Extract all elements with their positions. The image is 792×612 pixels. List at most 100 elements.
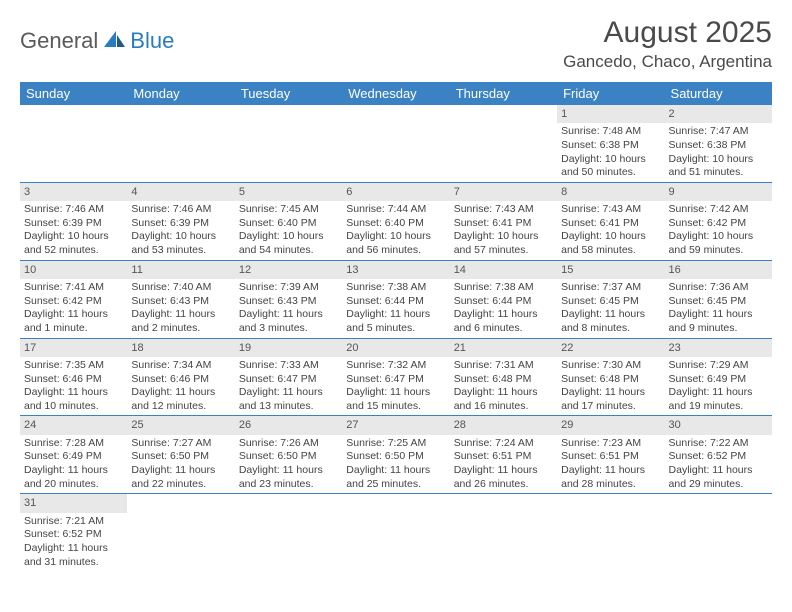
- day-number: 7: [450, 183, 557, 201]
- day-header: Wednesday: [342, 82, 449, 105]
- day-content: Sunrise: 7:48 AMSunset: 6:38 PMDaylight:…: [557, 123, 664, 182]
- calendar-cell: 15Sunrise: 7:37 AMSunset: 6:45 PMDayligh…: [557, 260, 664, 338]
- day-content: Sunrise: 7:31 AMSunset: 6:48 PMDaylight:…: [450, 357, 557, 416]
- day-number: 6: [342, 183, 449, 201]
- day-number: 1: [557, 105, 664, 123]
- day-number: 13: [342, 261, 449, 279]
- calendar-cell: 12Sunrise: 7:39 AMSunset: 6:43 PMDayligh…: [235, 260, 342, 338]
- day-number: 15: [557, 261, 664, 279]
- calendar-cell: 31Sunrise: 7:21 AMSunset: 6:52 PMDayligh…: [20, 494, 127, 571]
- day-number: 5: [235, 183, 342, 201]
- calendar-cell: [557, 494, 664, 571]
- calendar-cell: 13Sunrise: 7:38 AMSunset: 6:44 PMDayligh…: [342, 260, 449, 338]
- calendar-cell: [235, 105, 342, 182]
- calendar-cell: 30Sunrise: 7:22 AMSunset: 6:52 PMDayligh…: [665, 416, 772, 494]
- day-content: Sunrise: 7:46 AMSunset: 6:39 PMDaylight:…: [127, 201, 234, 260]
- day-content: Sunrise: 7:21 AMSunset: 6:52 PMDaylight:…: [20, 513, 127, 572]
- day-content: Sunrise: 7:38 AMSunset: 6:44 PMDaylight:…: [450, 279, 557, 338]
- day-content: Sunrise: 7:35 AMSunset: 6:46 PMDaylight:…: [20, 357, 127, 416]
- day-content: Sunrise: 7:33 AMSunset: 6:47 PMDaylight:…: [235, 357, 342, 416]
- day-content: Sunrise: 7:32 AMSunset: 6:47 PMDaylight:…: [342, 357, 449, 416]
- day-number: 18: [127, 339, 234, 357]
- calendar-cell: 2Sunrise: 7:47 AMSunset: 6:38 PMDaylight…: [665, 105, 772, 182]
- calendar-cell: 7Sunrise: 7:43 AMSunset: 6:41 PMDaylight…: [450, 182, 557, 260]
- calendar-cell: [450, 105, 557, 182]
- logo-text-general: General: [20, 28, 98, 54]
- calendar-cell: 17Sunrise: 7:35 AMSunset: 6:46 PMDayligh…: [20, 338, 127, 416]
- day-content: Sunrise: 7:34 AMSunset: 6:46 PMDaylight:…: [127, 357, 234, 416]
- day-content: Sunrise: 7:29 AMSunset: 6:49 PMDaylight:…: [665, 357, 772, 416]
- day-content: Sunrise: 7:25 AMSunset: 6:50 PMDaylight:…: [342, 435, 449, 494]
- day-header: Monday: [127, 82, 234, 105]
- day-header: Saturday: [665, 82, 772, 105]
- month-title: August 2025: [563, 16, 772, 50]
- day-number: 11: [127, 261, 234, 279]
- calendar-cell: 16Sunrise: 7:36 AMSunset: 6:45 PMDayligh…: [665, 260, 772, 338]
- day-number: 22: [557, 339, 664, 357]
- day-content: Sunrise: 7:44 AMSunset: 6:40 PMDaylight:…: [342, 201, 449, 260]
- day-number: 23: [665, 339, 772, 357]
- calendar-cell: 6Sunrise: 7:44 AMSunset: 6:40 PMDaylight…: [342, 182, 449, 260]
- day-content: Sunrise: 7:46 AMSunset: 6:39 PMDaylight:…: [20, 201, 127, 260]
- day-number: 2: [665, 105, 772, 123]
- day-number: 16: [665, 261, 772, 279]
- sail-icon: [102, 29, 128, 54]
- day-number: 29: [557, 416, 664, 434]
- location: Gancedo, Chaco, Argentina: [563, 52, 772, 72]
- day-content: Sunrise: 7:40 AMSunset: 6:43 PMDaylight:…: [127, 279, 234, 338]
- calendar-cell: [450, 494, 557, 571]
- day-number: 10: [20, 261, 127, 279]
- day-number: 14: [450, 261, 557, 279]
- calendar-cell: 11Sunrise: 7:40 AMSunset: 6:43 PMDayligh…: [127, 260, 234, 338]
- calendar-cell: 10Sunrise: 7:41 AMSunset: 6:42 PMDayligh…: [20, 260, 127, 338]
- day-content: Sunrise: 7:26 AMSunset: 6:50 PMDaylight:…: [235, 435, 342, 494]
- day-content: Sunrise: 7:43 AMSunset: 6:41 PMDaylight:…: [450, 201, 557, 260]
- day-number: 20: [342, 339, 449, 357]
- day-number: 21: [450, 339, 557, 357]
- day-header: Tuesday: [235, 82, 342, 105]
- day-number: 30: [665, 416, 772, 434]
- calendar-cell: [127, 494, 234, 571]
- calendar-cell: 4Sunrise: 7:46 AMSunset: 6:39 PMDaylight…: [127, 182, 234, 260]
- logo: General Blue: [20, 28, 174, 54]
- calendar-cell: 9Sunrise: 7:42 AMSunset: 6:42 PMDaylight…: [665, 182, 772, 260]
- calendar-cell: 21Sunrise: 7:31 AMSunset: 6:48 PMDayligh…: [450, 338, 557, 416]
- calendar-cell: 24Sunrise: 7:28 AMSunset: 6:49 PMDayligh…: [20, 416, 127, 494]
- day-header: Friday: [557, 82, 664, 105]
- day-content: Sunrise: 7:39 AMSunset: 6:43 PMDaylight:…: [235, 279, 342, 338]
- day-number: 9: [665, 183, 772, 201]
- day-content: Sunrise: 7:28 AMSunset: 6:49 PMDaylight:…: [20, 435, 127, 494]
- calendar-table: SundayMondayTuesdayWednesdayThursdayFrid…: [20, 82, 772, 571]
- calendar-cell: [20, 105, 127, 182]
- day-number: 3: [20, 183, 127, 201]
- calendar-cell: 25Sunrise: 7:27 AMSunset: 6:50 PMDayligh…: [127, 416, 234, 494]
- day-content: Sunrise: 7:42 AMSunset: 6:42 PMDaylight:…: [665, 201, 772, 260]
- calendar-head: SundayMondayTuesdayWednesdayThursdayFrid…: [20, 82, 772, 105]
- calendar-cell: [235, 494, 342, 571]
- calendar-cell: 18Sunrise: 7:34 AMSunset: 6:46 PMDayligh…: [127, 338, 234, 416]
- day-number: 26: [235, 416, 342, 434]
- day-content: Sunrise: 7:45 AMSunset: 6:40 PMDaylight:…: [235, 201, 342, 260]
- day-content: Sunrise: 7:41 AMSunset: 6:42 PMDaylight:…: [20, 279, 127, 338]
- calendar-cell: 1Sunrise: 7:48 AMSunset: 6:38 PMDaylight…: [557, 105, 664, 182]
- day-number: 31: [20, 494, 127, 512]
- calendar-cell: 22Sunrise: 7:30 AMSunset: 6:48 PMDayligh…: [557, 338, 664, 416]
- day-number: 24: [20, 416, 127, 434]
- calendar-cell: 20Sunrise: 7:32 AMSunset: 6:47 PMDayligh…: [342, 338, 449, 416]
- day-content: Sunrise: 7:27 AMSunset: 6:50 PMDaylight:…: [127, 435, 234, 494]
- calendar-cell: 14Sunrise: 7:38 AMSunset: 6:44 PMDayligh…: [450, 260, 557, 338]
- day-number: 27: [342, 416, 449, 434]
- day-number: 8: [557, 183, 664, 201]
- day-number: 19: [235, 339, 342, 357]
- day-content: Sunrise: 7:22 AMSunset: 6:52 PMDaylight:…: [665, 435, 772, 494]
- calendar-cell: 3Sunrise: 7:46 AMSunset: 6:39 PMDaylight…: [20, 182, 127, 260]
- day-number: 17: [20, 339, 127, 357]
- day-content: Sunrise: 7:43 AMSunset: 6:41 PMDaylight:…: [557, 201, 664, 260]
- day-content: Sunrise: 7:47 AMSunset: 6:38 PMDaylight:…: [665, 123, 772, 182]
- calendar-cell: 28Sunrise: 7:24 AMSunset: 6:51 PMDayligh…: [450, 416, 557, 494]
- calendar-cell: [127, 105, 234, 182]
- title-block: August 2025 Gancedo, Chaco, Argentina: [563, 16, 772, 72]
- day-number: 28: [450, 416, 557, 434]
- day-number: 25: [127, 416, 234, 434]
- day-content: Sunrise: 7:23 AMSunset: 6:51 PMDaylight:…: [557, 435, 664, 494]
